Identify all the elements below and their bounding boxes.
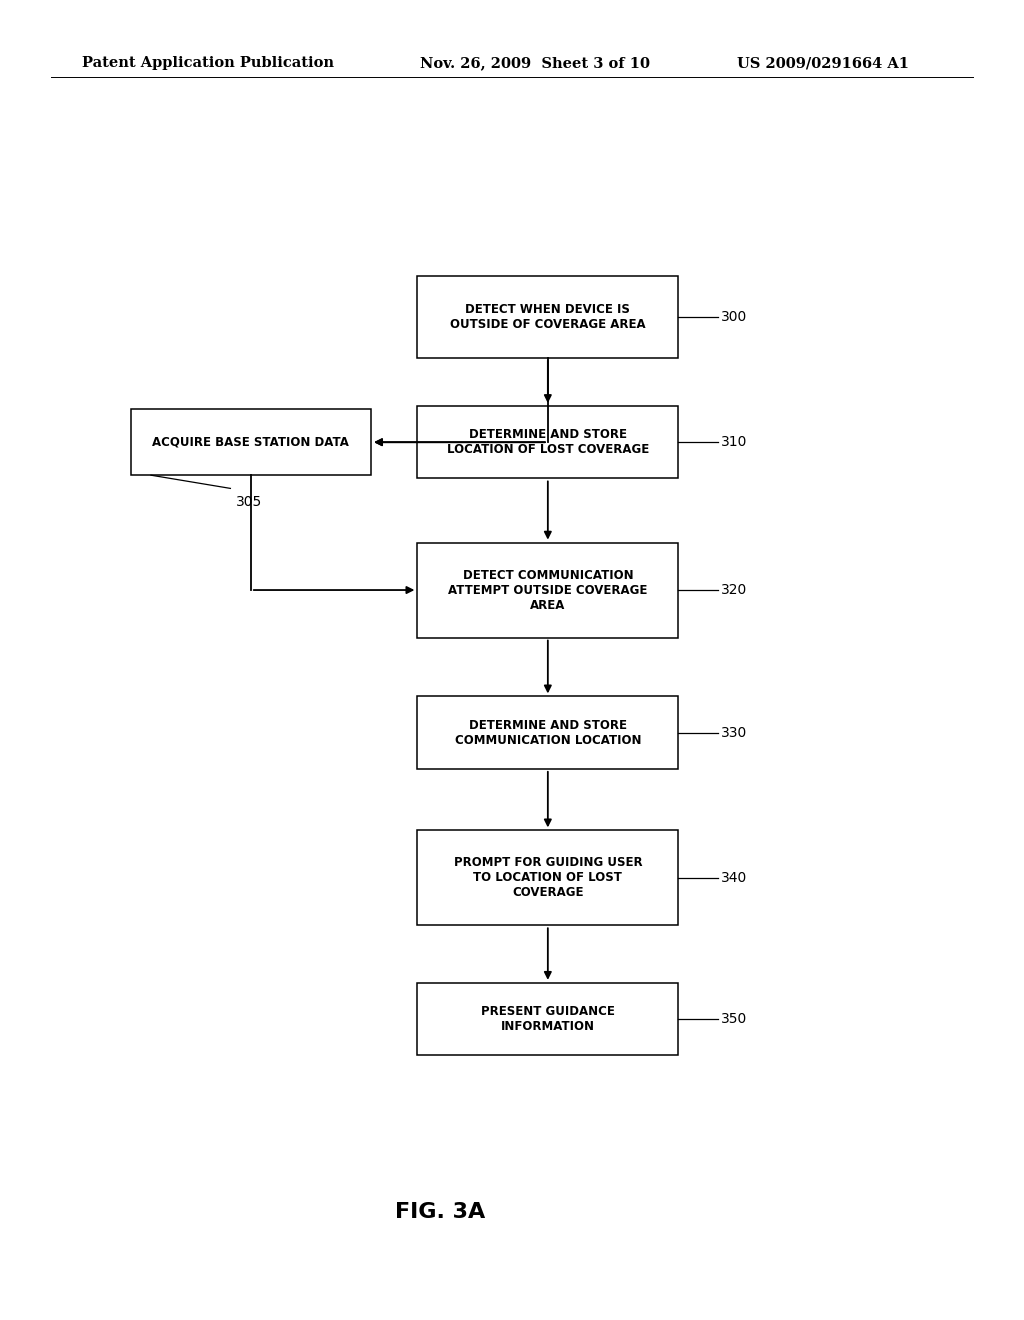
Text: 330: 330 — [721, 726, 746, 739]
FancyBboxPatch shape — [418, 697, 679, 768]
Text: DETERMINE AND STORE
LOCATION OF LOST COVERAGE: DETERMINE AND STORE LOCATION OF LOST COV… — [446, 428, 649, 457]
Text: DETECT WHEN DEVICE IS
OUTSIDE OF COVERAGE AREA: DETECT WHEN DEVICE IS OUTSIDE OF COVERAG… — [450, 302, 646, 331]
Text: 350: 350 — [721, 1012, 746, 1026]
Text: DETERMINE AND STORE
COMMUNICATION LOCATION: DETERMINE AND STORE COMMUNICATION LOCATI… — [455, 718, 641, 747]
Text: PRESENT GUIDANCE
INFORMATION: PRESENT GUIDANCE INFORMATION — [481, 1005, 614, 1034]
Text: 310: 310 — [721, 436, 748, 449]
Text: FIG. 3A: FIG. 3A — [395, 1201, 485, 1222]
Text: Nov. 26, 2009  Sheet 3 of 10: Nov. 26, 2009 Sheet 3 of 10 — [420, 57, 650, 70]
Text: US 2009/0291664 A1: US 2009/0291664 A1 — [737, 57, 909, 70]
FancyBboxPatch shape — [418, 405, 679, 478]
Text: ACQUIRE BASE STATION DATA: ACQUIRE BASE STATION DATA — [153, 436, 349, 449]
Text: 305: 305 — [236, 495, 262, 508]
Text: 340: 340 — [721, 871, 746, 884]
Text: Patent Application Publication: Patent Application Publication — [82, 57, 334, 70]
Text: DETECT COMMUNICATION
ATTEMPT OUTSIDE COVERAGE
AREA: DETECT COMMUNICATION ATTEMPT OUTSIDE COV… — [449, 569, 647, 611]
FancyBboxPatch shape — [418, 543, 679, 638]
Text: PROMPT FOR GUIDING USER
TO LOCATION OF LOST
COVERAGE: PROMPT FOR GUIDING USER TO LOCATION OF L… — [454, 857, 642, 899]
FancyBboxPatch shape — [418, 982, 679, 1056]
FancyBboxPatch shape — [131, 409, 371, 475]
FancyBboxPatch shape — [418, 830, 679, 925]
Text: 300: 300 — [721, 310, 746, 323]
Text: 320: 320 — [721, 583, 746, 597]
FancyBboxPatch shape — [418, 276, 679, 358]
